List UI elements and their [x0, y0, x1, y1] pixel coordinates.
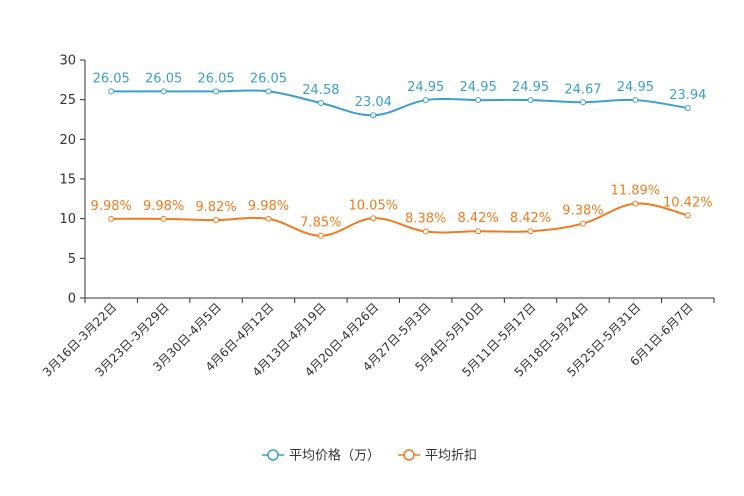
y-tick-label: 20: [59, 133, 76, 148]
data-point[interactable]: [632, 200, 639, 207]
data-label: 26.05: [197, 71, 234, 86]
data-point[interactable]: [579, 99, 586, 106]
data-point[interactable]: [213, 217, 220, 224]
data-point[interactable]: [684, 212, 691, 219]
data-label: 26.05: [145, 71, 182, 86]
data-point[interactable]: [527, 97, 534, 104]
data-label: 23.04: [355, 95, 392, 110]
series-1: 26.05 26.05 26.05 26.05 24.58 23.04 24.95 24.95…: [93, 71, 706, 119]
legend-item-2[interactable]: 平均折扣: [398, 449, 477, 464]
legend-label: 平均价格（万）: [289, 448, 380, 464]
series-line: [111, 202, 689, 237]
data-point[interactable]: [579, 220, 586, 227]
data-label: 26.05: [250, 71, 287, 86]
data-label: 9.98%: [248, 199, 289, 214]
data-point[interactable]: [527, 228, 534, 235]
data-point[interactable]: [317, 232, 324, 239]
data-label: 11.89%: [611, 184, 661, 199]
data-label: 9.38%: [562, 204, 603, 219]
data-point[interactable]: [370, 112, 377, 119]
data-label: 8.42%: [457, 211, 498, 226]
legend[interactable]: 平均价格（万） 平均折扣: [262, 448, 477, 464]
legend-marker-icon: [267, 449, 279, 461]
legend-marker-icon: [403, 449, 415, 461]
data-point[interactable]: [475, 228, 482, 235]
data-label: 24.67: [564, 82, 601, 97]
data-point[interactable]: [108, 88, 115, 95]
data-point[interactable]: [108, 215, 115, 222]
data-point[interactable]: [213, 88, 220, 95]
y-tick-label: 15: [59, 173, 76, 188]
y-tick-label: 30: [59, 54, 76, 69]
data-label: 24.95: [617, 80, 654, 95]
data-point[interactable]: [422, 97, 429, 104]
data-point[interactable]: [160, 88, 167, 95]
data-point[interactable]: [160, 215, 167, 222]
data-point[interactable]: [265, 215, 272, 222]
data-label: 9.98%: [143, 199, 184, 214]
y-tick-label: 0: [68, 292, 76, 307]
data-point[interactable]: [370, 215, 377, 222]
data-label: 7.85%: [300, 216, 341, 231]
x-axis: 3月16日-3月22日3月23日-3月29日3月30日-4月5日4月6日-4月1…: [40, 297, 715, 380]
data-label: 24.58: [302, 83, 339, 98]
data-point[interactable]: [265, 88, 272, 95]
data-label: 8.42%: [510, 211, 551, 226]
y-tick-label: 5: [68, 252, 76, 267]
legend-item-1[interactable]: 平均价格（万）: [262, 448, 380, 464]
data-point[interactable]: [422, 228, 429, 235]
data-point[interactable]: [684, 105, 691, 112]
data-point[interactable]: [632, 97, 639, 104]
y-tick-label: 25: [59, 93, 76, 108]
data-label: 8.38%: [405, 212, 446, 227]
y-tick-label: 10: [59, 212, 76, 227]
series-2: 9.98% 9.98% 9.82% 9.98% 7.85% 10.05% 8.38% 8.42…: [91, 184, 713, 239]
data-point[interactable]: [475, 97, 482, 104]
data-label: 9.82%: [195, 200, 236, 215]
data-label: 26.05: [93, 71, 130, 86]
data-label: 10.42%: [663, 195, 713, 210]
series-layer: 26.05 26.05 26.05 26.05 24.58 23.04 24.95 24.95…: [91, 71, 713, 239]
data-label: 24.95: [512, 80, 549, 95]
legend-label: 平均折扣: [425, 449, 477, 464]
data-label: 24.95: [407, 80, 444, 95]
data-label: 10.05%: [349, 198, 399, 213]
data-label: 24.95: [460, 80, 497, 95]
y-axis: 0 5 10 15 20 25 30: [59, 54, 86, 307]
data-label: 23.94: [669, 88, 706, 103]
series-line: [111, 89, 688, 117]
data-label: 9.98%: [91, 199, 132, 214]
data-point[interactable]: [317, 99, 324, 106]
